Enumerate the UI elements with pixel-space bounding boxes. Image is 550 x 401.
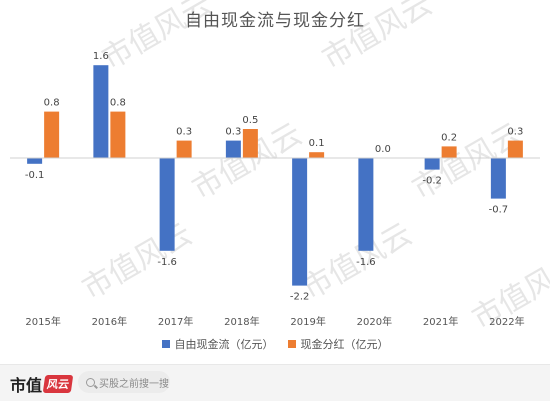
footer-bar: 市值 风云 买股之前搜一搜	[0, 364, 550, 401]
data-label-cash-dividend-2022年: 0.3	[507, 127, 523, 138]
watermark-text: 市值风云	[77, 217, 198, 307]
bar-cash-dividend-2015年	[44, 112, 59, 158]
bar-free-cash-flow-2018年	[226, 141, 241, 158]
x-tick-label-2018年: 2018年	[224, 315, 259, 328]
x-tick-label-2020年: 2020年	[357, 315, 392, 328]
data-label-cash-dividend-2021年: 0.2	[441, 132, 457, 143]
bar-free-cash-flow-2015年	[27, 158, 42, 164]
bar-free-cash-flow-2022年	[491, 158, 506, 199]
data-label-free-cash-flow-2017年: -1.6	[157, 257, 177, 268]
brand-stamp: 风云	[43, 375, 74, 393]
data-label-free-cash-flow-2018年: 0.3	[225, 127, 241, 138]
x-tick-label-2015年: 2015年	[25, 315, 60, 328]
x-tick-label-2022年: 2022年	[489, 315, 524, 328]
bar-free-cash-flow-2020年	[358, 158, 373, 251]
legend: 自由现金流（亿元） 现金分红（亿元）	[0, 336, 550, 352]
search-icon	[86, 378, 95, 387]
data-label-cash-dividend-2019年: 0.1	[309, 138, 325, 149]
bar-cash-dividend-2018年	[243, 129, 258, 158]
search-placeholder: 买股之前搜一搜	[99, 375, 169, 390]
data-label-cash-dividend-2015年: 0.8	[44, 98, 60, 109]
brand-logo[interactable]: 市值 风云	[10, 372, 72, 396]
data-label-free-cash-flow-2022年: -0.7	[489, 205, 509, 216]
x-tick-label-2016年: 2016年	[92, 315, 127, 328]
data-label-cash-dividend-2016年: 0.8	[110, 98, 126, 109]
bar-cash-dividend-2019年	[309, 152, 324, 158]
data-label-free-cash-flow-2016年: 1.6	[93, 51, 109, 62]
search-input[interactable]: 买股之前搜一搜	[78, 371, 170, 393]
legend-label-cash-dividend: 现金分红（亿元）	[301, 336, 389, 352]
bar-free-cash-flow-2016年	[93, 65, 108, 158]
watermark-layer: 市值风云市值风云市值风云市值风云市值风云市值风云市值风云	[77, 0, 550, 337]
x-tick-label-2019年: 2019年	[290, 315, 325, 328]
x-tick-label-2017年: 2017年	[158, 315, 193, 328]
legend-swatch-free-cash-flow	[162, 340, 170, 348]
bar-free-cash-flow-2019年	[292, 158, 307, 286]
bar-cash-dividend-2016年	[110, 112, 125, 158]
legend-item-free-cash-flow: 自由现金流（亿元）	[162, 336, 274, 352]
data-label-free-cash-flow-2020年: -1.6	[356, 257, 376, 268]
x-tick-label-2021年: 2021年	[423, 315, 458, 328]
bar-cash-dividend-2022年	[508, 141, 523, 158]
bar-chart: 市值风云市值风云市值风云市值风云市值风云市值风云市值风云 -0.1 0.8 1.6 0…	[0, 0, 550, 364]
legend-item-cash-dividend: 现金分红（亿元）	[288, 336, 389, 352]
data-label-cash-dividend-2017年: 0.3	[176, 127, 192, 138]
bar-free-cash-flow-2017年	[160, 158, 175, 251]
legend-swatch-cash-dividend	[288, 340, 296, 348]
data-label-cash-dividend-2018年: 0.5	[242, 115, 258, 126]
chart-title: 自由现金流与现金分红	[0, 6, 550, 31]
chart-area: 市值风云市值风云市值风云市值风云市值风云市值风云市值风云 -0.1 0.8 1.6 0…	[0, 0, 550, 364]
bar-free-cash-flow-2021年	[425, 158, 440, 170]
data-label-cash-dividend-2020年: 0.0	[375, 144, 391, 155]
data-label-free-cash-flow-2019年: -2.2	[290, 292, 310, 303]
data-label-free-cash-flow-2021年: -0.2	[422, 176, 442, 187]
brand-text: 市值	[10, 372, 42, 396]
legend-label-free-cash-flow: 自由现金流（亿元）	[175, 336, 274, 352]
data-label-free-cash-flow-2015年: -0.1	[25, 170, 45, 181]
bar-cash-dividend-2017年	[177, 141, 192, 158]
bar-cash-dividend-2021年	[442, 146, 457, 158]
